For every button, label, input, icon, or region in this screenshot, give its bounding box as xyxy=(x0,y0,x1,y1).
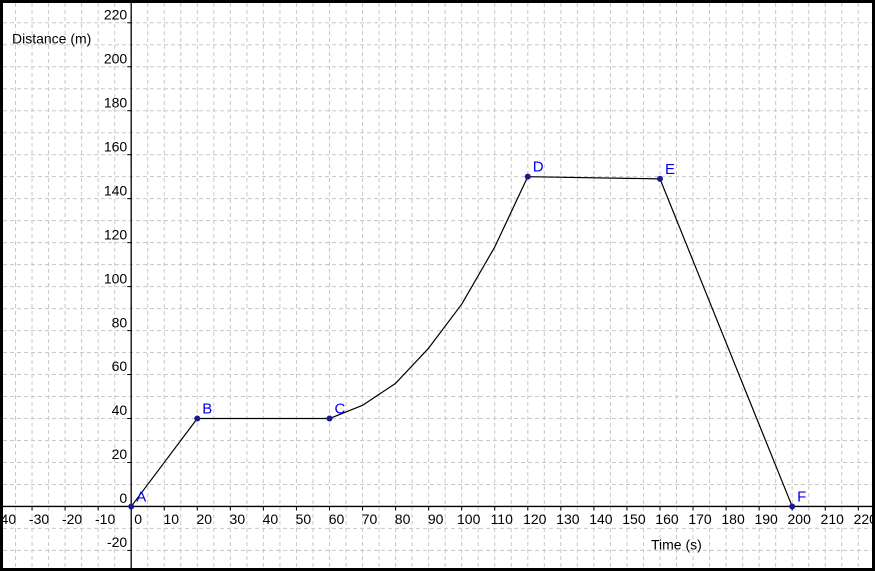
point-label: C xyxy=(334,400,345,417)
point-label: B xyxy=(202,400,212,417)
plot-area: -40-30-20-100102030405060708090100110120… xyxy=(0,3,875,568)
y-tick-label: 100 xyxy=(104,270,128,286)
y-tick-label: 180 xyxy=(104,94,128,110)
point xyxy=(789,503,796,510)
point-label: E xyxy=(665,161,675,178)
x-tick-label: 100 xyxy=(457,511,481,527)
x-tick-label: 40 xyxy=(263,511,279,527)
point xyxy=(326,415,333,422)
point xyxy=(128,503,135,510)
point-label: D xyxy=(533,159,544,176)
point xyxy=(524,173,531,180)
point xyxy=(656,175,663,182)
x-tick-label: 120 xyxy=(523,511,547,527)
x-tick-label: -30 xyxy=(29,511,49,527)
x-tick-label: 210 xyxy=(821,511,845,527)
x-tick-label: 80 xyxy=(395,511,411,527)
y-axis-title: Distance (m) xyxy=(12,31,91,47)
line-series xyxy=(130,176,793,507)
x-tick-label: 200 xyxy=(788,511,812,527)
y-tick-label: 220 xyxy=(104,6,128,22)
x-tick-label: 180 xyxy=(721,511,745,527)
x-tick-label: 50 xyxy=(296,511,312,527)
x-tick-label: -10 xyxy=(95,511,115,527)
y-tick-label: 200 xyxy=(104,50,128,66)
y-tick-label: 0 xyxy=(119,490,127,506)
x-tick-label: 110 xyxy=(491,511,514,527)
x-tick-label: 150 xyxy=(622,511,646,527)
y-tick-label: -20 xyxy=(107,534,127,550)
x-tick-label: 140 xyxy=(589,511,613,527)
x-tick-label: 90 xyxy=(428,511,444,527)
x-tick-label: 10 xyxy=(163,511,179,527)
y-tick-label: 140 xyxy=(104,182,128,198)
y-tick-label: 80 xyxy=(112,314,128,330)
point xyxy=(194,415,201,422)
x-tick-label: 70 xyxy=(362,511,378,527)
x-tick-label: 130 xyxy=(556,511,580,527)
y-tick-label: 40 xyxy=(112,402,128,418)
x-tick-label: -40 xyxy=(0,511,16,527)
x-axis-title: Time (s) xyxy=(651,537,702,553)
y-tick-label: 20 xyxy=(112,446,128,462)
x-tick-label: 30 xyxy=(230,511,246,527)
x-tick-label: -20 xyxy=(62,511,82,527)
x-tick-label: 160 xyxy=(655,511,679,527)
y-tick-label: 60 xyxy=(112,358,128,374)
x-tick-label: 0 xyxy=(134,511,142,527)
y-tick-label: 160 xyxy=(104,138,128,154)
x-tick-label: 190 xyxy=(754,511,778,527)
x-tick-label: 220 xyxy=(854,511,875,527)
y-tick-label: 120 xyxy=(104,226,128,242)
point-label: A xyxy=(136,488,146,505)
x-tick-label: 60 xyxy=(329,511,345,527)
x-tick-label: 170 xyxy=(688,511,712,527)
x-tick-label: 20 xyxy=(197,511,213,527)
point-label: F xyxy=(797,488,806,505)
